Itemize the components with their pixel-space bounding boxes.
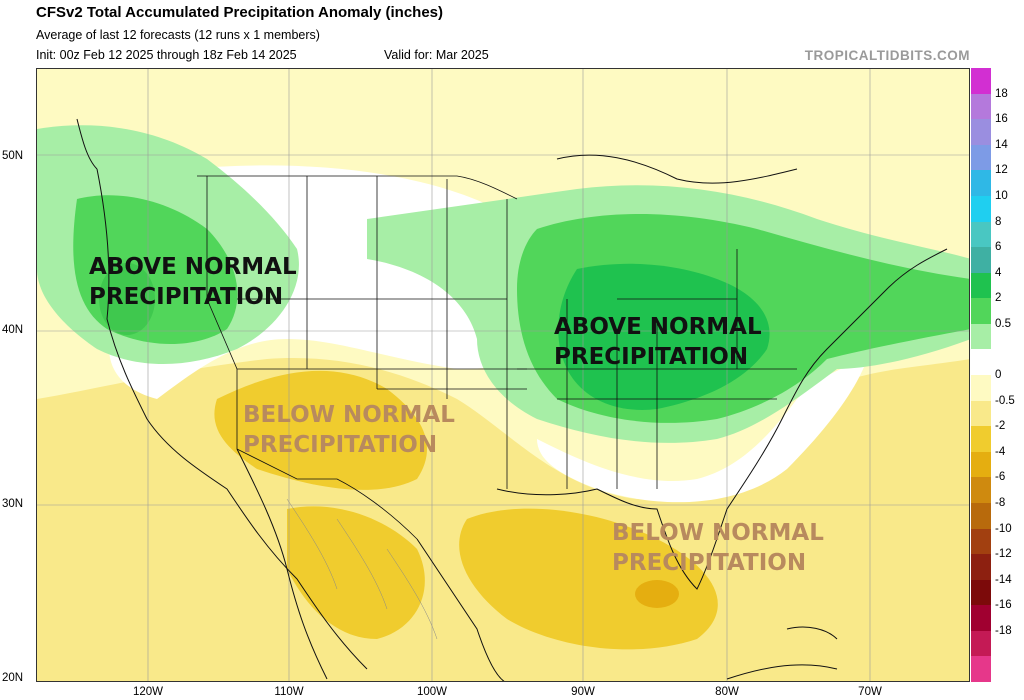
init-time: Init: 00z Feb 12 2025 through 18z Feb 14…: [36, 48, 297, 62]
graticule: [37, 69, 969, 681]
colorbar-label: -6: [995, 471, 1006, 484]
annotation-southeast-below-line1: BELOW NORMAL: [612, 520, 824, 546]
colorbar-label: -12: [995, 548, 1012, 561]
colorbar-label: 18: [995, 87, 1008, 100]
colorbar-label: 0: [995, 369, 1002, 381]
colorbar-label: 14: [995, 138, 1008, 151]
colorbar-label: 2: [995, 292, 1002, 305]
lon-label-80w: 80W: [715, 686, 739, 698]
colorbar-segment: [971, 195, 991, 222]
colorbar-segment: [971, 272, 991, 299]
colorbar-segment: [971, 298, 991, 325]
lon-label-100w: 100W: [416, 686, 448, 698]
colorbar-label: -0.5: [995, 394, 1015, 407]
annotation-southeast-below-line2: PRECIPITATION: [612, 550, 807, 576]
colorbar-label: 16: [995, 113, 1008, 126]
colorbar-segment: [971, 349, 991, 376]
lon-label-90w: 90W: [571, 686, 595, 698]
colorbar-segment: [971, 579, 991, 606]
borders: [197, 175, 797, 540]
annotation-west-above-line2: PRECIPITATION: [89, 284, 284, 310]
precipitation-map[interactable]: [36, 68, 970, 682]
annotation-east-above-line2: PRECIPITATION: [554, 344, 749, 370]
annotation-southwest-below: BELOW NORMAL PRECIPITATION: [243, 400, 455, 460]
colorbar-label: -16: [995, 599, 1012, 612]
colorbar-label: 0.5: [995, 317, 1011, 330]
anomaly-gold-mexico: [287, 506, 425, 639]
anomaly-darkgreen-west: [99, 263, 155, 335]
colorbar-label: -2: [995, 420, 1006, 433]
colorbar-segment: [971, 221, 991, 248]
colorbar-segment: [971, 554, 991, 581]
annotation-west-above: ABOVE NORMAL PRECIPITATION: [89, 252, 297, 312]
colorbar-segment: [971, 656, 991, 683]
annotation-southwest-below-line1: BELOW NORMAL: [243, 402, 455, 428]
colorbar-label: 10: [995, 189, 1008, 202]
colorbar-segment: [971, 502, 991, 529]
anomaly-gold-southwest: [214, 370, 427, 490]
colorbar-segment: [971, 400, 991, 427]
mexico-borders: [286, 498, 438, 640]
colorbar-segment: [971, 426, 991, 453]
lat-label-20n: 20N: [2, 672, 24, 684]
colorbar-segment: [971, 170, 991, 197]
colorbar-label: -4: [995, 445, 1006, 458]
colorbar-segment: [971, 323, 991, 350]
anomaly-gold-gulf: [459, 508, 718, 650]
colorbar-segment: [971, 451, 991, 478]
init-line: Init: 00z Feb 12 2025 through 18z Feb 14…: [36, 48, 489, 62]
map-subtitle: Average of last 12 forecasts (12 runs x …: [36, 28, 320, 42]
colorbar-label: 8: [995, 215, 1002, 228]
lat-label-40n: 40N: [2, 324, 24, 336]
colorbar-segment: [971, 477, 991, 504]
colorbar-segment: [971, 605, 991, 632]
lon-label-70w: 70W: [858, 686, 882, 698]
colorbar-label: -10: [995, 522, 1012, 535]
lon-label-120w: 120W: [132, 686, 164, 698]
colorbar-label: -18: [995, 624, 1012, 637]
colorbar-label: -8: [995, 496, 1006, 509]
coastlines: [76, 118, 948, 681]
annotation-southeast-below: BELOW NORMAL PRECIPITATION: [612, 518, 824, 578]
lon-label-110w: 110W: [274, 686, 304, 698]
anomaly-darkgreen-east: [558, 263, 770, 410]
colorbar-label: -14: [995, 573, 1012, 586]
colorbar-segment: [971, 630, 991, 657]
map-canvas: [37, 69, 969, 681]
colorbar: [971, 68, 991, 683]
colorbar-segment: [971, 144, 991, 171]
map-title: CFSv2 Total Accumulated Precipitation An…: [36, 4, 444, 21]
colorbar-segment: [971, 528, 991, 555]
colorbar-segment: [971, 247, 991, 274]
annotation-west-above-line1: ABOVE NORMAL: [89, 254, 297, 280]
site-credit: TROPICALTIDBITS.COM: [804, 48, 970, 63]
colorbar-label: 4: [995, 266, 1002, 279]
colorbar-segment: [971, 375, 991, 402]
anomaly-neutral-southeast: [537, 359, 867, 503]
colorbar-segment: [971, 68, 991, 95]
colorbar-label: 12: [995, 164, 1008, 177]
annotation-east-above-line1: ABOVE NORMAL: [554, 314, 762, 340]
colorbar-segment: [971, 119, 991, 146]
lat-label-50n: 50N: [2, 150, 24, 162]
anomaly-orange-gulf: [635, 580, 679, 608]
colorbar-segment: [971, 93, 991, 120]
lat-label-30n: 30N: [2, 498, 24, 510]
annotation-southwest-below-line2: PRECIPITATION: [243, 432, 438, 458]
valid-time: Valid for: Mar 2025: [384, 48, 489, 62]
annotation-east-above: ABOVE NORMAL PRECIPITATION: [554, 312, 762, 372]
colorbar-label: 6: [995, 241, 1002, 254]
